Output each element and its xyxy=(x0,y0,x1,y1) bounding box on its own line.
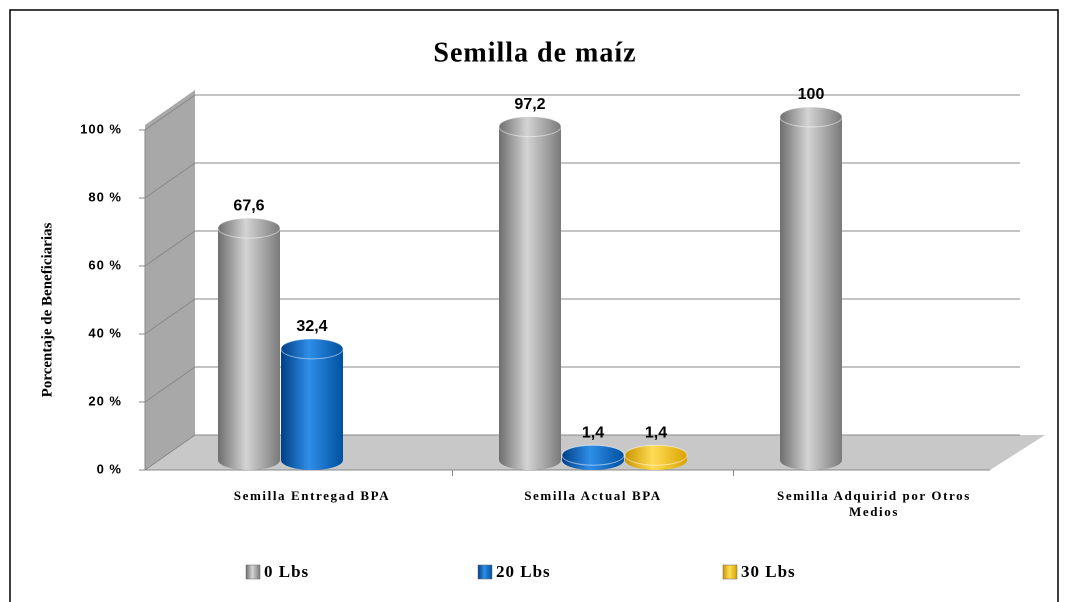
frame xyxy=(9,9,1059,602)
grid-line xyxy=(144,162,1020,199)
y-tick-label: 80 % xyxy=(88,189,122,204)
legend-swatch xyxy=(245,564,261,580)
data-label: 32,4 xyxy=(296,318,327,335)
bar-part xyxy=(499,126,561,460)
bar-part xyxy=(218,228,280,460)
bar-part xyxy=(624,444,688,466)
x-tick-label: Semilla Actual BPA xyxy=(524,488,662,503)
bar-part xyxy=(217,217,281,239)
bar-part xyxy=(780,117,842,460)
x-tick-label: Semilla Entregad BPA xyxy=(233,488,391,503)
chart-title: Semilla de maíz xyxy=(433,37,636,68)
y-tick-label: 100 % xyxy=(80,121,122,136)
x-tick-label: Semilla Adquirid por Otros Medios xyxy=(777,488,971,519)
bar-part xyxy=(561,444,625,466)
grid-line xyxy=(144,434,1020,471)
legend-label: 0 Lbs xyxy=(264,562,309,581)
grid-line xyxy=(144,366,1020,403)
bar xyxy=(498,116,562,470)
grid-line xyxy=(144,94,1020,131)
y-tick-label: 60 % xyxy=(88,257,122,272)
y-tick-label: 40 % xyxy=(88,325,122,340)
y-axis-label: Porcentaje de Beneficiarias xyxy=(39,223,55,398)
bar xyxy=(624,444,688,470)
bar-part xyxy=(498,116,562,138)
bar-part xyxy=(779,106,843,128)
legend-label: 20 Lbs xyxy=(496,562,551,581)
y-tick-label: 0 % xyxy=(97,461,122,476)
bar xyxy=(561,444,625,470)
side-wall xyxy=(145,90,195,470)
y-tick-label: 20 % xyxy=(88,393,122,408)
grid-line xyxy=(144,230,1020,267)
data-label: 1,4 xyxy=(645,424,667,441)
bar xyxy=(217,217,281,470)
legend-swatch xyxy=(477,564,493,580)
grid-line xyxy=(144,298,1020,335)
data-label: 100 xyxy=(798,86,825,103)
legend-swatch xyxy=(722,564,738,580)
data-label: 67,6 xyxy=(233,197,264,214)
bar-part xyxy=(280,338,344,360)
data-label: 97,2 xyxy=(514,96,545,113)
bar xyxy=(280,338,344,470)
legend-label: 30 Lbs xyxy=(741,562,796,581)
bar xyxy=(779,106,843,470)
bar-part xyxy=(281,348,343,460)
data-label: 1,4 xyxy=(582,424,604,441)
